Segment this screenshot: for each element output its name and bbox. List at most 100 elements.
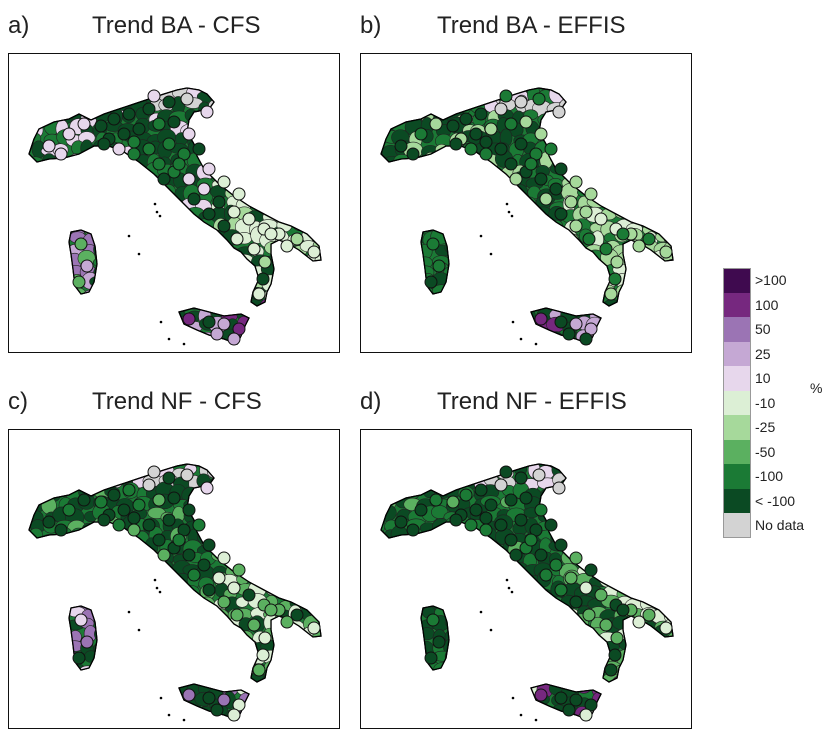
province-area — [406, 88, 425, 100]
province-area — [604, 306, 620, 318]
province-area — [206, 286, 227, 301]
province-area — [523, 262, 543, 277]
province-area — [475, 245, 489, 258]
province-area — [395, 485, 414, 498]
province-area — [638, 465, 657, 480]
province-area — [652, 150, 669, 169]
province-area — [132, 717, 149, 720]
province-area — [669, 134, 673, 149]
legend-swatch — [723, 415, 751, 440]
province-area — [29, 672, 41, 686]
province-area — [41, 563, 57, 581]
province-area — [315, 486, 321, 498]
province-area — [290, 585, 306, 602]
legend-label: 25 — [755, 345, 771, 362]
province-area — [537, 608, 557, 624]
province-area — [184, 332, 204, 344]
province-area — [95, 672, 115, 687]
province-area — [524, 284, 541, 298]
province-area — [615, 702, 636, 719]
province-marker — [474, 107, 488, 121]
province-area — [29, 142, 30, 157]
province-area — [287, 187, 303, 203]
province-area — [29, 205, 34, 222]
province-area — [640, 561, 656, 578]
province-area — [381, 218, 385, 236]
province-area — [29, 564, 47, 576]
province-area — [600, 488, 620, 502]
province-area — [617, 166, 634, 179]
province-area — [405, 639, 421, 655]
province-area — [381, 464, 400, 477]
province-area — [148, 217, 165, 236]
province-area — [522, 211, 543, 224]
province-marker — [77, 493, 91, 507]
province-area — [548, 652, 567, 668]
province-area — [80, 587, 96, 599]
province-area — [562, 505, 578, 520]
province-area — [63, 562, 84, 580]
province-area — [277, 684, 296, 702]
province-area — [613, 101, 627, 114]
province-area — [265, 517, 283, 537]
province-area — [93, 685, 113, 702]
province-area — [142, 548, 160, 567]
province-area — [628, 129, 648, 145]
province-marker — [242, 588, 256, 602]
province-area — [120, 217, 138, 232]
province-area — [29, 188, 33, 202]
province-marker — [230, 232, 244, 246]
province-area — [589, 88, 608, 100]
province-area — [587, 641, 601, 658]
province-area — [211, 243, 225, 258]
province-area — [381, 697, 382, 710]
province-area — [315, 551, 321, 565]
province-marker — [227, 332, 241, 346]
province-area — [381, 212, 385, 226]
province-area — [181, 705, 200, 717]
province-area — [434, 464, 453, 468]
province-area — [249, 464, 269, 469]
province-area — [298, 699, 317, 711]
province-marker — [424, 651, 438, 665]
province-marker — [210, 703, 224, 717]
province-marker — [187, 192, 201, 206]
province-area — [390, 251, 409, 263]
province-area — [235, 498, 255, 514]
province-area — [459, 320, 479, 333]
province-area — [65, 197, 86, 212]
province-area — [484, 296, 499, 314]
province-area — [512, 661, 527, 675]
province-area — [182, 596, 202, 611]
province-area — [629, 153, 646, 171]
small-island — [182, 342, 186, 346]
province-area — [506, 88, 527, 91]
province-area — [590, 112, 605, 124]
province-area — [221, 508, 239, 522]
province-area — [473, 638, 491, 651]
province-area — [381, 649, 398, 662]
province-area — [29, 177, 49, 191]
province-area — [196, 649, 212, 667]
province-marker — [80, 259, 94, 273]
province-area — [419, 88, 434, 92]
province-marker — [42, 139, 56, 153]
province-area — [135, 598, 151, 612]
province-area — [121, 637, 136, 651]
province-area — [651, 88, 671, 103]
province-area — [316, 166, 321, 179]
province-area — [533, 588, 554, 601]
province-area — [653, 327, 673, 344]
province-area — [626, 629, 644, 644]
province-area — [237, 476, 256, 490]
province-marker — [584, 563, 598, 577]
province-area — [249, 163, 266, 182]
province-area — [263, 96, 278, 113]
province-area — [402, 217, 423, 236]
province-area — [77, 154, 97, 172]
province-area — [566, 233, 580, 249]
province-area — [248, 694, 264, 712]
legend-swatch — [723, 366, 751, 391]
province-area — [624, 308, 643, 321]
province-area — [248, 560, 265, 579]
